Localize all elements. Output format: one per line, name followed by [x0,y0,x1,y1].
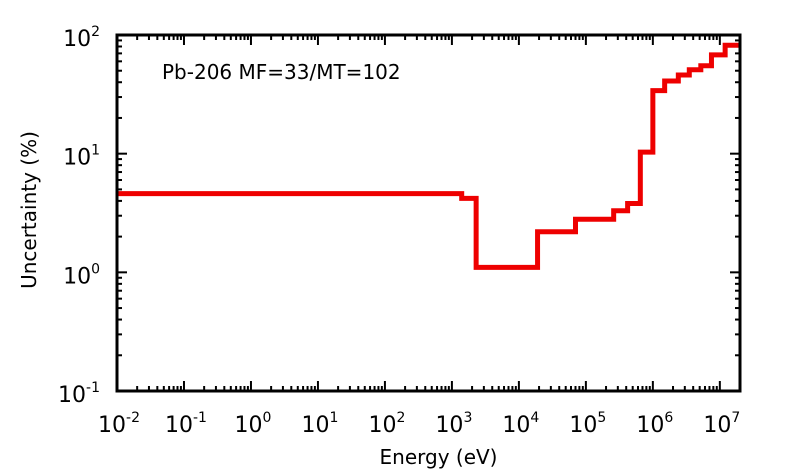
x-tick-label: 100 [235,410,272,438]
tick-marks [116,34,741,392]
x-tick-label: 10-2 [98,410,140,438]
x-tick-label: 105 [569,410,606,438]
y-tick-label: 10-1 [58,380,100,408]
x-tick-label: 102 [368,410,405,438]
series-layer [117,42,740,270]
x-axis-title: Energy (eV) [380,445,498,469]
y-tick-label: 102 [63,24,100,52]
y-tick-label: 100 [63,261,100,289]
y-tick-label: 101 [63,143,100,171]
tick-labels: 10-2 10-1 100 101 102 103 104 105 106 10710-11001… [58,24,740,438]
x-tick-label: 10-1 [165,410,207,438]
x-tick-label: 107 [703,410,740,438]
x-tick-label: 103 [435,410,472,438]
dataset-annotation: Pb-206 MF=33/MT=102 [162,60,401,84]
plot-frame [115,33,742,393]
x-tick-label: 104 [502,410,539,438]
series-line-0 [117,42,740,270]
x-tick-label: 106 [636,410,673,438]
x-tick-label: 101 [301,410,338,438]
y-axis-title: Uncertainty (%) [17,131,41,289]
